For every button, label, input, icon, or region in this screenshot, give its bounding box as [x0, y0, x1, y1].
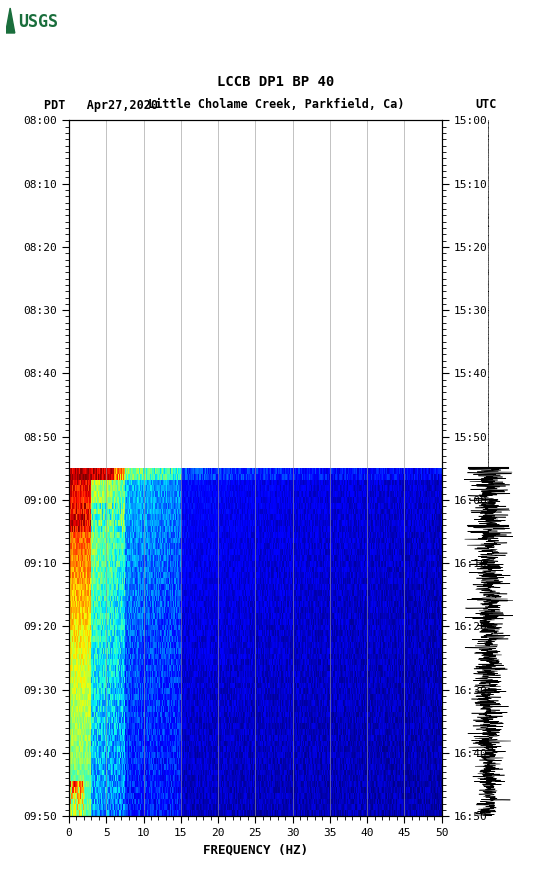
Polygon shape: [6, 8, 15, 33]
X-axis label: FREQUENCY (HZ): FREQUENCY (HZ): [203, 844, 308, 856]
Text: Little Cholame Creek, Parkfield, Ca): Little Cholame Creek, Parkfield, Ca): [148, 98, 404, 112]
Text: UTC: UTC: [475, 98, 496, 112]
Text: PDT   Apr27,2020: PDT Apr27,2020: [44, 98, 158, 112]
Text: LCCB DP1 BP 40: LCCB DP1 BP 40: [217, 75, 335, 89]
Text: USGS: USGS: [18, 13, 58, 31]
